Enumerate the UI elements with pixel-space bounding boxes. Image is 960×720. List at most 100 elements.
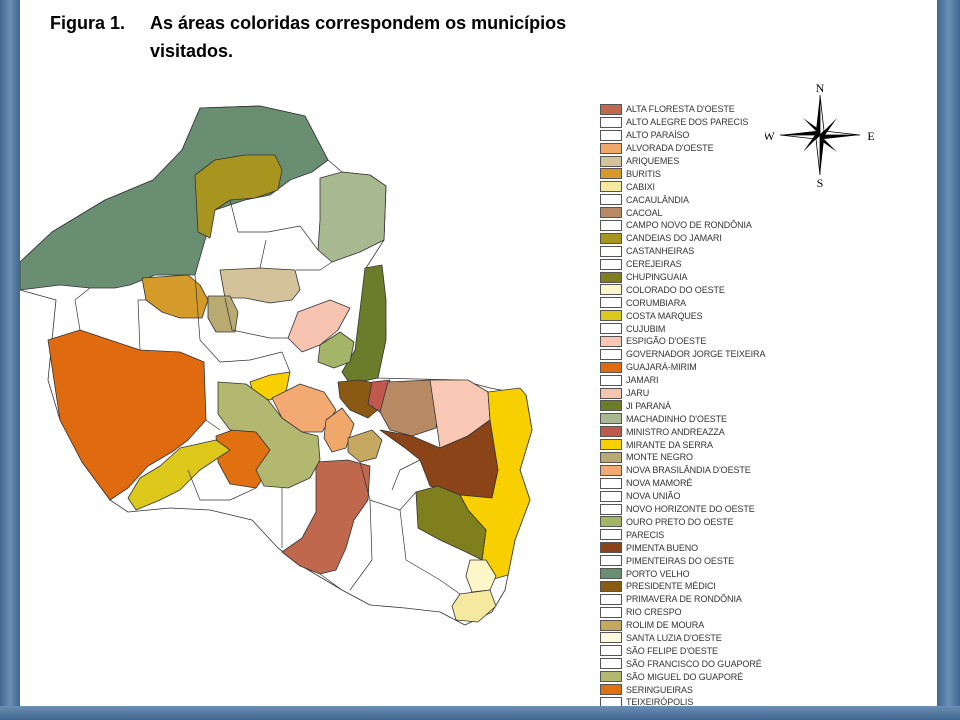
compass-w: W [765, 129, 775, 143]
municipality-chupinguaia [415, 485, 487, 561]
legend-label: TEIXEIRÓPOLIS [626, 697, 694, 706]
legend-swatch [600, 580, 622, 592]
legend-swatch [600, 297, 622, 309]
legend-label: CANDEIAS DO JAMARI [626, 233, 722, 244]
legend-swatch [600, 451, 622, 463]
legend-label: PORTO VELHO [626, 568, 690, 579]
legend-swatch [600, 284, 622, 296]
legend-label: PARECIS [626, 529, 665, 540]
rondonia-municipality-map [20, 105, 533, 626]
legend-item: RIO CRESPO [600, 606, 900, 619]
legend-item: MACHADINHO D'OESTE [600, 412, 900, 425]
compass-s: S [817, 176, 824, 190]
legend-swatch [600, 245, 622, 257]
legend-swatch [600, 413, 622, 425]
legend-swatch [600, 439, 622, 451]
legend-label: CABIXI [626, 181, 655, 192]
legend-item: MIRANTE DA SERRA [600, 438, 900, 451]
legend-swatch [600, 323, 622, 335]
legend-item: SANTA LUZIA D'OESTE [600, 632, 900, 645]
legend-swatch [600, 426, 622, 438]
compass-e: E [867, 129, 874, 143]
legend-label: PIMENTA BUENO [626, 542, 699, 553]
legend-item: CEREJEIRAS [600, 258, 900, 271]
legend-item: COLORADO DO OESTE [600, 283, 900, 296]
legend-item: NOVA BRASILÂNDIA D'OESTE [600, 464, 900, 477]
municipality-porto-velho [20, 105, 329, 291]
legend-swatch [600, 658, 622, 670]
legend-label: GOVERNADOR JORGE TEIXEIRA [626, 349, 766, 360]
legend-label: SÃO MIGUEL DO GUAPORÉ [626, 671, 744, 682]
legend-swatch [600, 490, 622, 502]
legend-swatch [600, 619, 622, 631]
legend-swatch [600, 271, 622, 283]
legend-label: CACAULÂNDIA [626, 194, 689, 205]
legend-swatch [600, 400, 622, 412]
legend-item: ALTO PARAÍSO [600, 129, 900, 142]
legend-swatch [600, 542, 622, 554]
legend-swatch [600, 168, 622, 180]
legend-swatch [600, 194, 622, 206]
municipality-guajara-mirim [47, 329, 207, 501]
municipality-ouro-preto [317, 331, 355, 369]
legend-item: CUJUBIM [600, 322, 900, 335]
municipality-candeias-do-jamari [194, 154, 283, 239]
legend-item: SÃO MIGUEL DO GUAPORÉ [600, 670, 900, 683]
legend-item: ROLIM DE MOURA [600, 619, 900, 632]
legend-swatch [600, 464, 622, 476]
legend-label: CAMPO NOVO DE RONDÔNIA [626, 220, 752, 231]
legend-label: ROLIM DE MOURA [626, 620, 705, 631]
legend-swatch [600, 477, 622, 489]
caption-line-2: visitados. [150, 41, 234, 61]
legend-label: CASTANHEIRAS [626, 246, 695, 257]
legend-swatch [600, 142, 622, 154]
legend-item: CANDEIAS DO JAMARI [600, 232, 900, 245]
legend-label: MONTE NEGRO [626, 452, 693, 463]
legend-label: COLORADO DO OESTE [626, 284, 725, 295]
municipality-ariquemes [219, 267, 301, 304]
legend-item: PIMENTA BUENO [600, 541, 900, 554]
legend-swatch [600, 258, 622, 270]
municipality-sao-miguel [217, 381, 321, 489]
legend-swatch [600, 374, 622, 386]
legend-item: ALVORADA D'OESTE [600, 142, 900, 155]
legend-item: CACOAL [600, 206, 900, 219]
legend-swatch [600, 129, 622, 141]
slide-frame-bottom [0, 706, 960, 720]
legend-item: OURO PRETO DO OESTE [600, 516, 900, 529]
legend-swatch [600, 645, 622, 657]
legend-swatch [600, 606, 622, 618]
legend-label: BURITIS [626, 168, 661, 179]
legend-swatch [600, 696, 622, 706]
slide-frame-left [0, 0, 20, 720]
municipality-alta-floresta [281, 459, 371, 575]
compass-rose: N S W E [765, 81, 875, 190]
legend-label: PRIMAVERA DE RONDÔNIA [626, 594, 742, 605]
legend-swatch [600, 632, 622, 644]
legend-label: JAMARI [626, 375, 659, 386]
legend-item: JAMARI [600, 374, 900, 387]
legend-label: SERINGUEIRAS [626, 684, 693, 695]
legend-label: ALTA FLORESTA D'OESTE [626, 104, 735, 115]
legend-item: MONTE NEGRO [600, 451, 900, 464]
legend-swatch [600, 219, 622, 231]
caption-label: Figura 1. [50, 13, 126, 33]
municipality-rolim-de-moura [347, 429, 383, 463]
legend-label: CUJUBIM [626, 323, 666, 334]
legend-item: SÃO FELIPE D'OESTE [600, 644, 900, 657]
municipality-cabixi [451, 589, 497, 623]
legend-label: SÃO FELIPE D'OESTE [626, 645, 718, 656]
legend-label: MACHADINHO D'OESTE [626, 413, 727, 424]
legend-item: PRIMAVERA DE RONDÔNIA [600, 593, 900, 606]
legend-swatch [600, 503, 622, 515]
legend-item: CAMPO NOVO DE RONDÔNIA [600, 219, 900, 232]
legend-swatch [600, 348, 622, 360]
municipality-costa-marques [127, 439, 231, 511]
legend-label: CORUMBIARA [626, 297, 687, 308]
legend-item: TEIXEIRÓPOLIS [600, 696, 900, 706]
municipality-machadinho [317, 171, 387, 263]
legend-label: OURO PRETO DO OESTE [626, 516, 734, 527]
legend-label: SÃO FRANCISCO DO GUAPORÉ [626, 658, 762, 669]
legend-item: CACAULÂNDIA [600, 193, 900, 206]
legend-label: CHUPINGUAIA [626, 272, 688, 283]
